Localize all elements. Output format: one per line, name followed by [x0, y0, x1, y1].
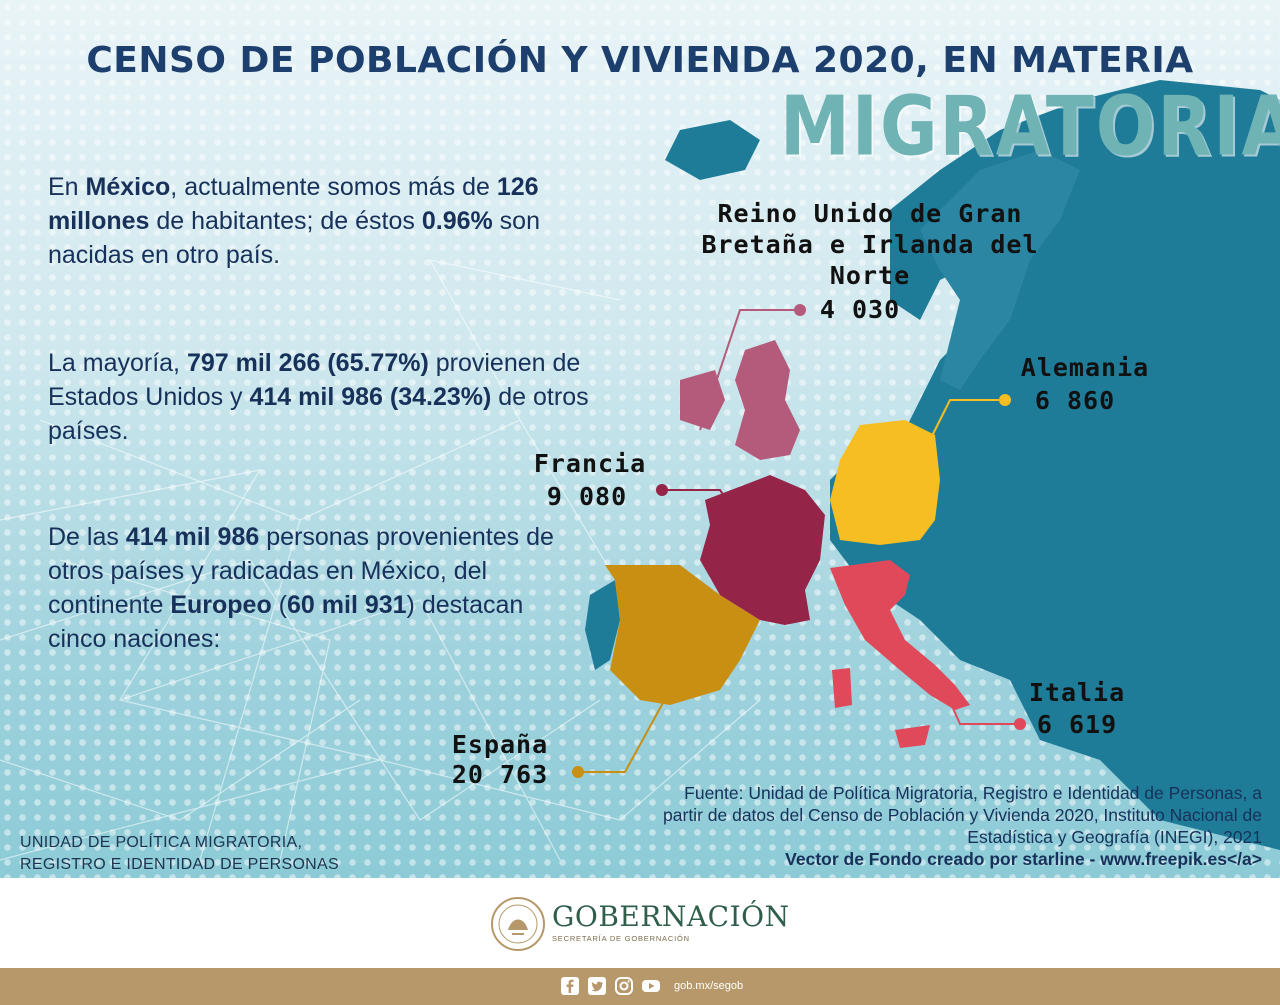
country-label-uk: Reino Unido de Gran Bretaña e Irlanda de…	[701, 199, 1039, 290]
country-label-germany: Alemania	[1020, 353, 1150, 382]
page-title: CENSO DE POBLACIÓN Y VIVIENDA 2020, EN M…	[86, 40, 1194, 81]
map-uk	[735, 340, 800, 460]
coat-of-arms-icon	[491, 897, 545, 951]
youtube-icon[interactable]	[641, 976, 661, 996]
portugal-shape	[585, 580, 620, 670]
instagram-icon[interactable]	[614, 976, 634, 996]
source-text: Fuente: Unidad de Política Migratoria, R…	[663, 783, 1262, 847]
social-links: gob.mx/segob	[560, 975, 743, 997]
callout-line-france	[660, 489, 741, 521]
website-link[interactable]: gob.mx/segob	[674, 980, 744, 992]
country-label-italy: Italia	[1028, 678, 1126, 707]
map-sicily	[895, 725, 930, 748]
facebook-icon[interactable]	[560, 976, 580, 996]
footer: GOBERNACIÓN SECRETARÍA DE GOBERNACIÓN	[0, 878, 1280, 968]
iceland-shape	[665, 120, 760, 180]
scandinavia-peninsula	[920, 150, 1080, 390]
callout-lines	[572, 304, 1026, 778]
country-value-france: 9 080	[546, 482, 628, 511]
country-value-spain: 20 763	[451, 760, 549, 789]
callout-dot-france	[656, 484, 668, 496]
country-label-spain: España	[451, 730, 549, 759]
background-credit: Vector de Fondo creado por starline - ww…	[785, 849, 1262, 869]
callout-line-spain	[580, 689, 671, 773]
map-sardinia	[832, 668, 852, 708]
agency-name: GOBERNACIÓN	[552, 900, 790, 933]
country-label-france: Francia	[533, 449, 647, 478]
source-note: Fuente: Unidad de Política Migratoria, R…	[640, 782, 1262, 870]
agency-subtitle: SECRETARÍA DE GOBERNACIÓN	[552, 934, 690, 943]
callout-dot-uk	[794, 304, 806, 316]
callout-line-italy	[944, 689, 1020, 725]
intro-paragraph-population: En México, actualmente somos más de 126 …	[48, 173, 540, 269]
map-france	[700, 475, 825, 625]
europe-map	[585, 80, 1280, 850]
twitter-icon[interactable]	[587, 976, 607, 996]
callout-dot-italy	[1014, 718, 1026, 730]
network-lines-background	[0, 0, 1280, 878]
callout-line-germany	[929, 399, 1005, 441]
map-germany	[830, 420, 940, 545]
country-value-uk: 4 030	[819, 295, 901, 324]
social-bar: gob.mx/segob	[0, 968, 1280, 1005]
map-ireland	[680, 370, 725, 430]
page-subtitle: MIGRATORIA	[780, 79, 1280, 175]
callout-dot-germany	[999, 394, 1011, 406]
intro-paragraph-europe: De las 414 mil 986 personas provenientes…	[48, 523, 554, 653]
callout-line-uk	[699, 309, 800, 431]
infographic: CENSO DE POBLACIÓN Y VIVIENDA 2020, EN M…	[0, 0, 1280, 878]
map-spain	[605, 565, 760, 705]
unit-name: UNIDAD DE POLÍTICA MIGRATORIA, REGISTRO E…	[20, 834, 339, 873]
intro-paragraph-origin: La mayoría, 797 mil 266 (65.77%) provien…	[48, 349, 589, 445]
map-italy	[830, 560, 970, 710]
country-value-italy: 6 619	[1036, 710, 1118, 739]
country-value-germany: 6 860	[1034, 386, 1116, 415]
callout-dot-spain	[572, 766, 584, 778]
